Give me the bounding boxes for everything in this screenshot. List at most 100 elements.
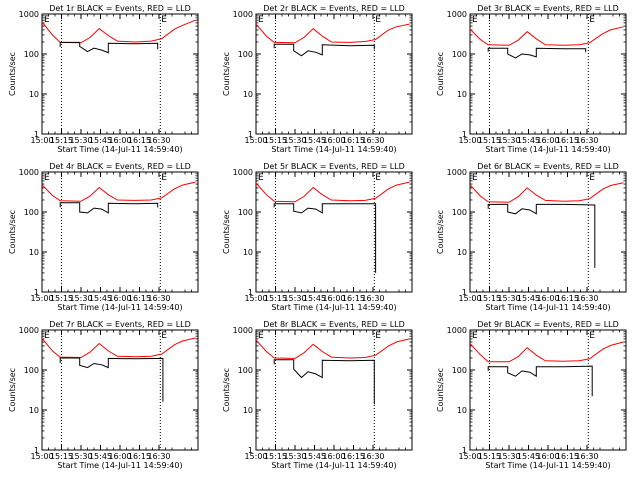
x-tick-label: 15:15: [50, 452, 73, 461]
y-tick-label: 10: [243, 406, 253, 415]
x-tick-label: 16:15: [556, 452, 579, 461]
x-tick-label: 16:30: [361, 452, 384, 461]
x-tick-label: 16:15: [342, 136, 365, 145]
y-tick-label: 100: [452, 366, 467, 375]
x-tick-label: 15:15: [50, 294, 73, 303]
x-tick-label: 16:15: [128, 452, 151, 461]
events-rate-line: [273, 203, 377, 273]
x-axis-label: Start Time (14-Jul-11 14:59:40): [57, 145, 182, 154]
panel-title: Det 4r BLACK = Events, RED = LLD: [49, 162, 191, 171]
x-tick-label: 16:30: [147, 136, 170, 145]
x-tick-label: 15:00: [244, 452, 267, 461]
e-marker-left: E: [258, 15, 264, 25]
y-tick-label: 1000: [233, 326, 253, 335]
y-axis-label: Counts/sec: [222, 52, 231, 96]
x-tick-label: 16:30: [575, 136, 598, 145]
lld-rate-line: [469, 182, 624, 203]
x-tick-label: 16:30: [575, 452, 598, 461]
y-tick-label: 10: [243, 90, 253, 99]
y-tick-label: 1000: [19, 168, 39, 177]
plot-frame: [469, 329, 627, 451]
x-tick-label: 15:45: [303, 136, 326, 145]
x-tick-label: 16:30: [361, 136, 384, 145]
y-tick-label: 10: [457, 90, 467, 99]
y-tick-label: 1: [34, 446, 39, 455]
x-tick-label: 15:45: [89, 452, 112, 461]
x-tick-label: 15:45: [517, 294, 540, 303]
e-marker-right: E: [589, 15, 595, 25]
x-tick-label: 15:45: [303, 452, 326, 461]
plot-frame: [469, 13, 627, 135]
e-marker-left: E: [258, 173, 264, 183]
x-tick-label: 16:00: [536, 452, 559, 461]
x-tick-label: 16:00: [322, 452, 345, 461]
y-axis-label: Counts/sec: [222, 368, 231, 412]
y-tick-label: 10: [243, 248, 253, 257]
x-tick-label: 15:00: [458, 136, 481, 145]
y-tick-label: 10: [29, 248, 39, 257]
y-tick-label: 100: [452, 208, 467, 217]
events-rate-line: [59, 41, 159, 54]
x-tick-label: 16:00: [108, 452, 131, 461]
x-tick-label: 16:00: [536, 294, 559, 303]
x-tick-label: 16:15: [128, 136, 151, 145]
panel-3: Det 3r BLACK = Events, RED = LLD 1 10 100 10…: [436, 4, 627, 154]
x-tick-label: 15:45: [303, 294, 326, 303]
e-marker-left: E: [472, 15, 478, 25]
x-axis-label: Start Time (14-Jul-11 14:59:40): [271, 145, 396, 154]
panel-4: Det 4r BLACK = Events, RED = LLD 1 10 100 10…: [8, 162, 199, 312]
plot-frame: [41, 171, 199, 293]
y-axis-label: Counts/sec: [8, 368, 17, 412]
x-tick-label: 16:15: [342, 294, 365, 303]
y-tick-label: 1000: [233, 10, 253, 19]
x-tick-label: 16:00: [322, 136, 345, 145]
lld-rate-line: [255, 23, 410, 44]
y-tick-label: 1: [462, 130, 467, 139]
events-rate-line: [487, 47, 587, 59]
x-tick-label: 15:45: [517, 136, 540, 145]
y-axis-label: Counts/sec: [222, 210, 231, 254]
x-tick-label: 15:15: [478, 452, 501, 461]
x-tick-label: 15:30: [69, 294, 92, 303]
y-tick-label: 1: [34, 130, 39, 139]
lld-rate-line: [469, 26, 624, 46]
x-tick-label: 15:00: [30, 452, 53, 461]
x-tick-label: 15:00: [244, 136, 267, 145]
panel-2: Det 2r BLACK = Events, RED = LLD 1 10 100 10…: [222, 4, 413, 154]
y-tick-label: 1: [248, 446, 253, 455]
events-rate-line: [273, 359, 375, 405]
y-axis-label: Counts/sec: [8, 52, 17, 96]
e-marker-right: E: [161, 15, 167, 25]
lld-rate-line: [41, 181, 196, 202]
x-tick-label: 15:45: [517, 452, 540, 461]
lld-rate-line: [255, 338, 410, 359]
x-tick-label: 16:00: [536, 136, 559, 145]
events-rate-line: [273, 43, 375, 57]
e-marker-left: E: [44, 173, 50, 183]
y-tick-label: 100: [238, 208, 253, 217]
x-tick-label: 15:00: [30, 294, 53, 303]
lld-rate-line: [255, 181, 410, 203]
x-tick-label: 15:15: [264, 136, 287, 145]
x-tick-label: 16:15: [128, 294, 151, 303]
y-tick-label: 1000: [447, 10, 467, 19]
x-tick-label: 15:00: [458, 452, 481, 461]
x-tick-label: 15:30: [283, 294, 306, 303]
e-marker-left: E: [44, 331, 50, 341]
y-tick-label: 100: [24, 50, 39, 59]
x-axis-label: Start Time (14-Jul-11 14:59:40): [485, 145, 610, 154]
y-tick-label: 100: [24, 366, 39, 375]
e-marker-left: E: [472, 173, 478, 183]
y-tick-label: 1: [34, 288, 39, 297]
panel-title: Det 1r BLACK = Events, RED = LLD: [49, 4, 191, 13]
panel-title: Det 2r BLACK = Events, RED = LLD: [263, 4, 405, 13]
x-tick-label: 15:30: [497, 136, 520, 145]
x-tick-label: 15:30: [283, 136, 306, 145]
x-axis-label: Start Time (14-Jul-11 14:59:40): [57, 303, 182, 312]
e-marker-right: E: [161, 331, 167, 341]
y-tick-label: 1: [248, 288, 253, 297]
y-axis-label: Counts/sec: [436, 52, 445, 96]
x-tick-label: 15:00: [244, 294, 267, 303]
e-marker-right: E: [375, 173, 381, 183]
x-tick-label: 16:00: [108, 136, 131, 145]
